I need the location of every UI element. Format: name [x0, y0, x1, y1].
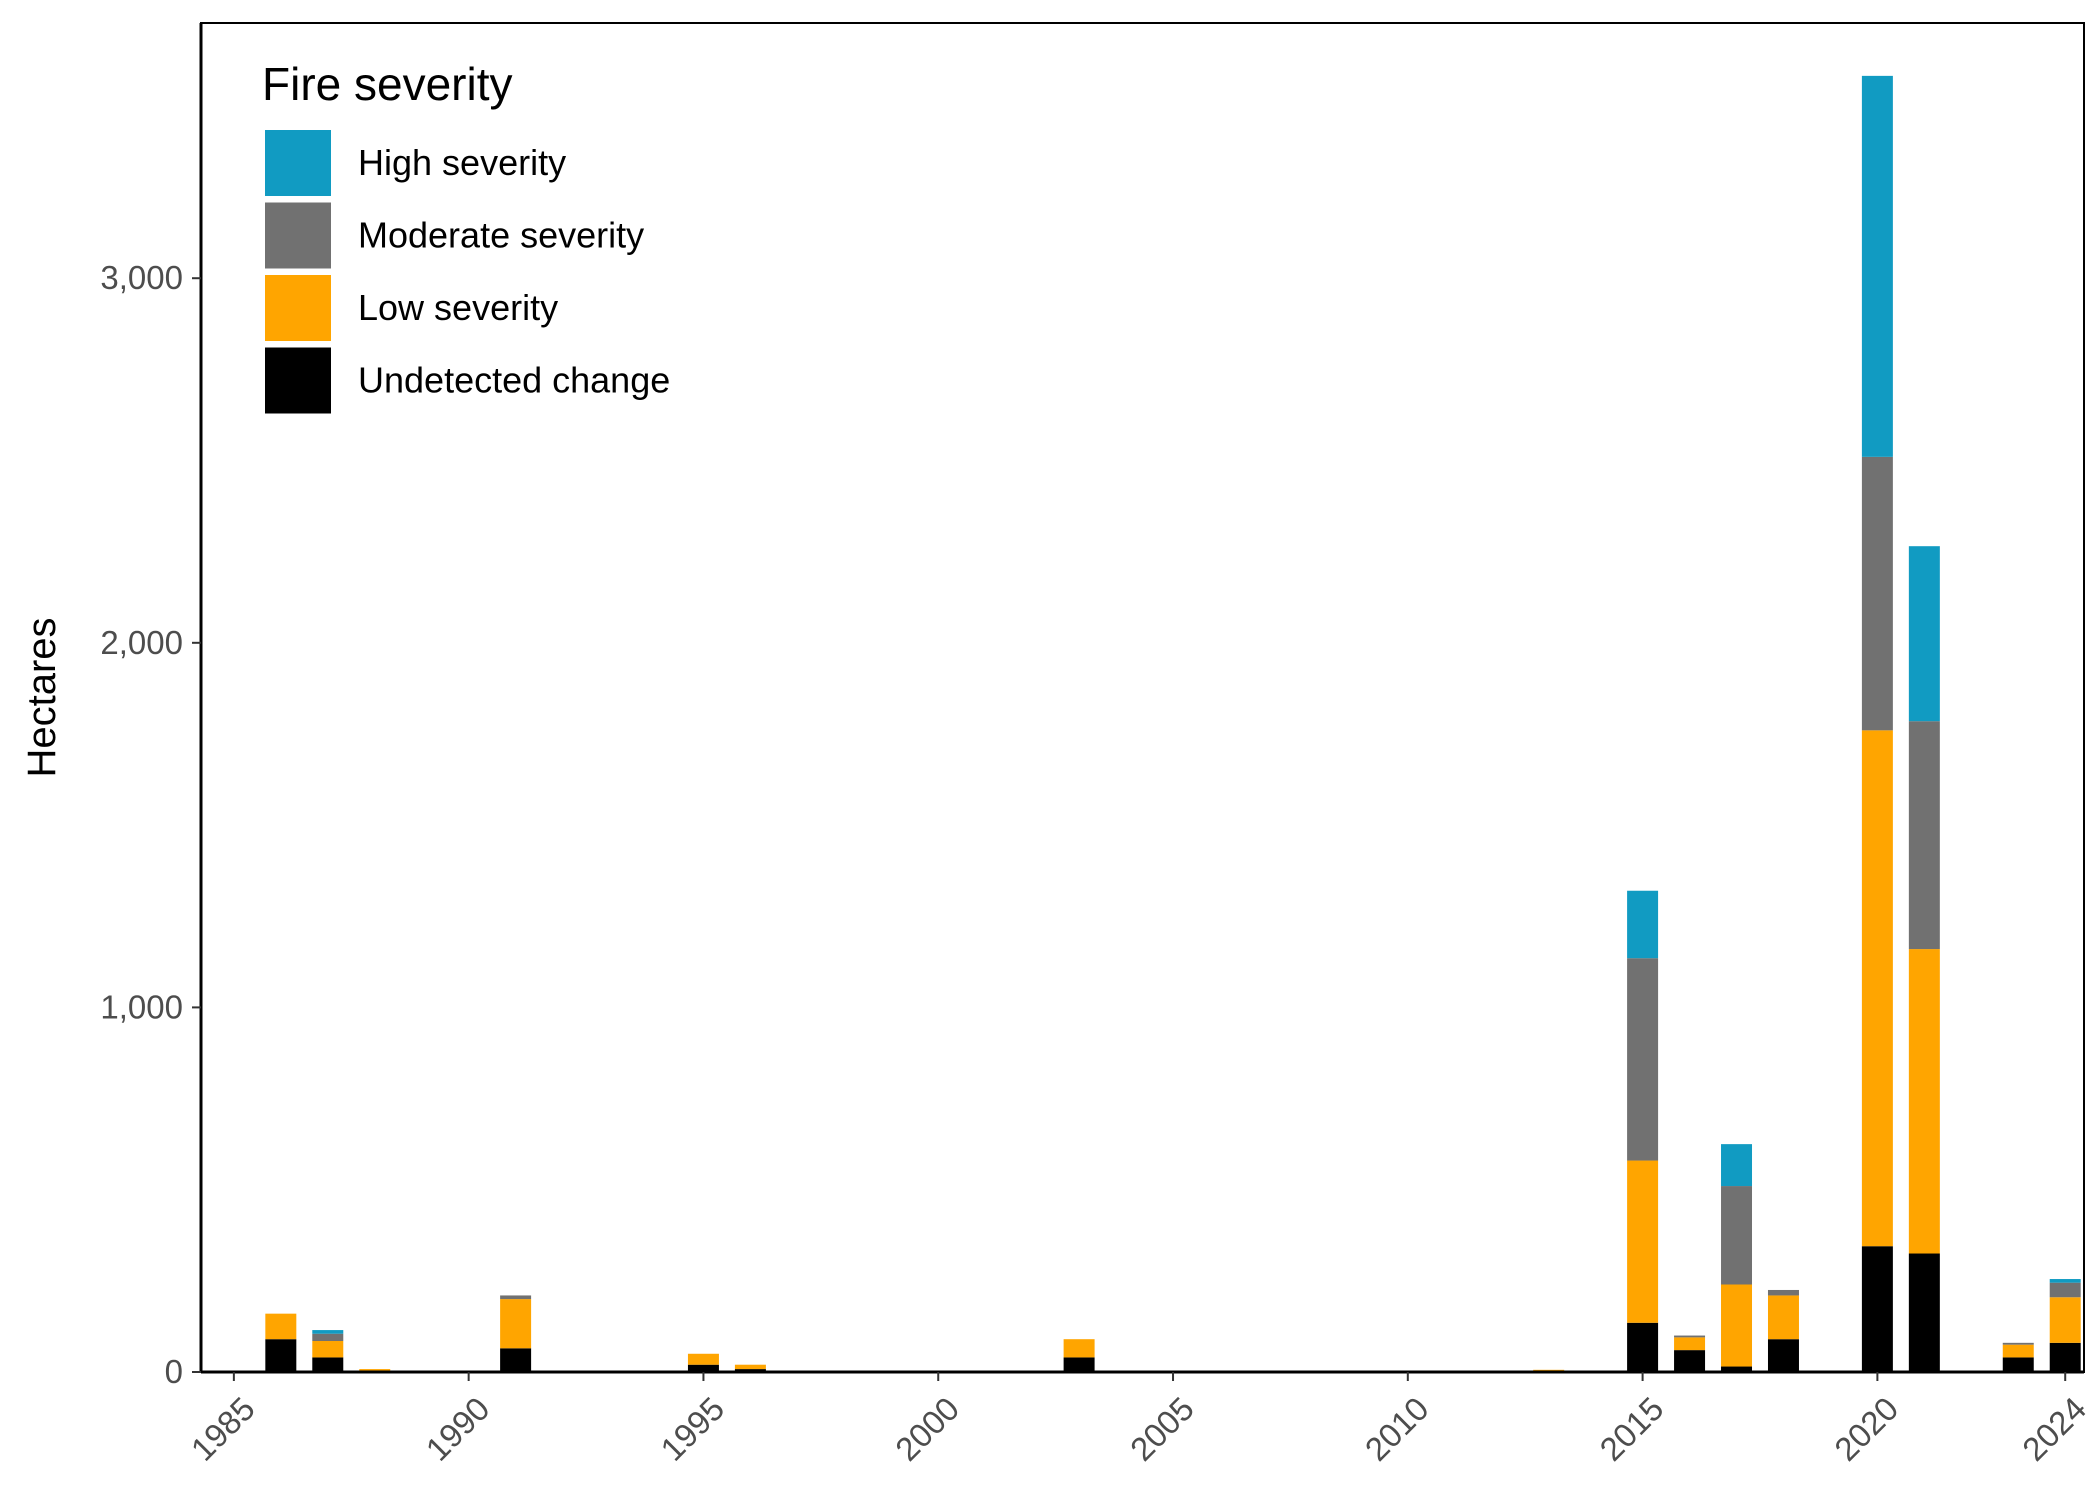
bar-stack-1991 — [500, 1295, 532, 1372]
bar-segment — [312, 1357, 344, 1372]
bar-segment — [1627, 890, 1659, 959]
bar-segment — [1063, 1339, 1095, 1358]
bar-stack-2023 — [2002, 1342, 2034, 1372]
bar-segment — [1674, 1335, 1706, 1338]
legend-label: Moderate severity — [358, 215, 644, 256]
bar-segment — [1627, 958, 1659, 1161]
bar-segment — [1627, 1160, 1659, 1323]
legend-item: Low severity — [265, 275, 558, 341]
bar-segment — [687, 1364, 719, 1372]
bar-segment — [1908, 721, 1940, 950]
y-tick-label: 1,000 — [100, 988, 183, 1025]
bar-segment — [1627, 1322, 1659, 1372]
y-tick-label: 0 — [165, 1353, 183, 1390]
bar-segment — [1908, 546, 1940, 722]
bar-segment — [1721, 1284, 1753, 1367]
bar-segment — [2002, 1357, 2034, 1372]
bar-stack-2024 — [2049, 1279, 2081, 1372]
bar-segment — [2049, 1282, 2081, 1298]
y-tick-label: 3,000 — [100, 259, 183, 296]
bar-segment — [1674, 1350, 1706, 1372]
bar-segment — [1861, 730, 1893, 1247]
bar-segment — [687, 1353, 719, 1365]
bar-stack-2017 — [1721, 1144, 1753, 1372]
bar-segment — [1767, 1295, 1799, 1340]
bar-segment — [2002, 1344, 2034, 1358]
bar-stack-2015 — [1627, 890, 1659, 1372]
bar-segment — [734, 1364, 766, 1370]
legend-item: High severity — [265, 130, 566, 196]
legend-title: Fire severity — [262, 58, 512, 110]
bar-segment — [1861, 1246, 1893, 1372]
bar-segment — [1908, 949, 1940, 1254]
y-tick-label: 2,000 — [100, 624, 183, 661]
bar-stack-1995 — [687, 1353, 719, 1372]
bar-segment — [1908, 1253, 1940, 1372]
legend-swatch — [265, 347, 331, 414]
bar-stack-1986 — [265, 1313, 297, 1372]
bar-segment — [1721, 1186, 1753, 1285]
bar-stack-2018 — [1767, 1289, 1799, 1372]
y-axis-title: Hectares — [20, 617, 64, 777]
bar-segment — [265, 1313, 297, 1340]
bar-segment — [1767, 1289, 1799, 1296]
bar-segment — [265, 1339, 297, 1372]
legend-label: Undetected change — [358, 360, 670, 401]
legend-item: Undetected change — [265, 347, 670, 414]
bar-segment — [500, 1295, 532, 1300]
bars-layer — [265, 75, 2081, 1372]
bar-segment — [2049, 1279, 2081, 1283]
bar-stack-2016 — [1674, 1335, 1706, 1372]
bar-segment — [1721, 1144, 1753, 1187]
bar-segment — [1861, 456, 1893, 731]
legend-swatch — [265, 130, 331, 196]
legend-label: Low severity — [358, 287, 558, 328]
bar-segment — [500, 1299, 532, 1349]
legend-swatch — [265, 202, 331, 269]
bar-stack-2003 — [1063, 1339, 1095, 1372]
legend-label: High severity — [358, 142, 566, 183]
bar-segment — [1861, 75, 1893, 457]
bar-segment — [2049, 1342, 2081, 1372]
bar-segment — [312, 1333, 344, 1342]
bar-segment — [500, 1348, 532, 1372]
legend-swatch — [265, 275, 331, 341]
bar-stack-2020 — [1861, 75, 1893, 1372]
bar-segment — [2049, 1297, 2081, 1343]
bar-segment — [1767, 1339, 1799, 1372]
bar-segment — [312, 1341, 344, 1358]
bar-segment — [1721, 1366, 1753, 1372]
bar-stack-1987 — [312, 1330, 344, 1372]
bar-segment — [1674, 1337, 1706, 1351]
bar-stack-2021 — [1908, 546, 1940, 1372]
legend-item: Moderate severity — [265, 202, 644, 269]
bar-segment — [2002, 1342, 2034, 1345]
legend: Fire severity High severity Moderate sever… — [262, 58, 670, 414]
bar-segment — [1063, 1357, 1095, 1372]
bar-segment — [312, 1330, 344, 1334]
